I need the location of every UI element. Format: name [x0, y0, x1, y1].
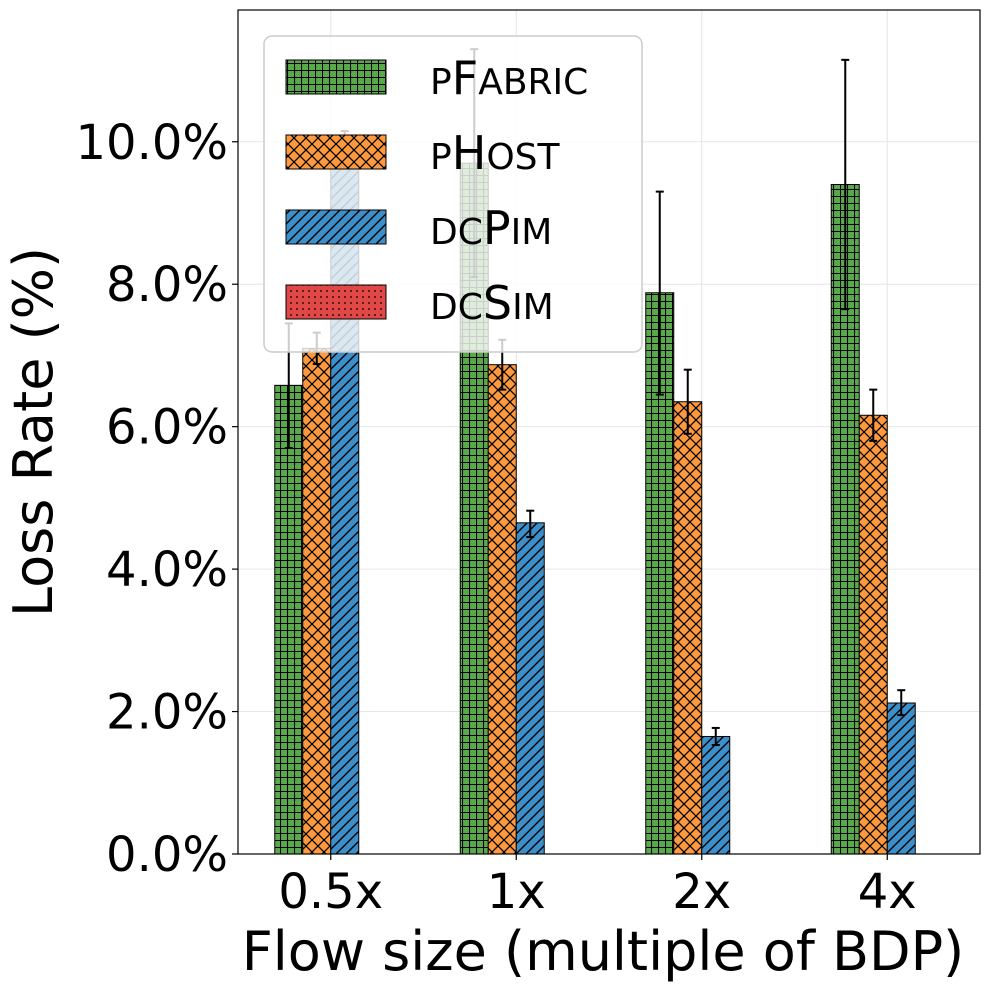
legend-swatch	[285, 209, 387, 245]
y-axis-label: Loss Rate (%)	[2, 247, 65, 617]
error-bar-phost-4x	[869, 388, 878, 442]
legend-item-dcsim: DCSIM	[285, 276, 554, 330]
x-axis-label: Flow size (multiple of BDP)	[242, 920, 965, 983]
legend-item-dcpim: DCPIM	[285, 201, 552, 255]
bar-dcpim-2x	[701, 735, 731, 855]
error-bar-dcpim-2x	[711, 726, 720, 747]
error-bar-dcpim-1x	[526, 509, 535, 539]
error-bar-dcpim-4x	[897, 689, 906, 717]
legend-item-pfabric: PFABRIC	[285, 51, 588, 105]
error-bar-pfabric-4x	[841, 58, 850, 311]
x-tick-label: 4x	[858, 864, 917, 920]
bar-pfabric-0-5x	[274, 384, 304, 855]
x-tick-label: 0.5x	[278, 864, 383, 920]
legend-item-phost: PHOST	[285, 126, 561, 180]
legend-swatch	[285, 59, 387, 95]
legend-swatch	[285, 134, 387, 170]
plot-area-frame	[237, 9, 981, 855]
legend-label: DCSIM	[430, 276, 554, 330]
legend-label: PHOST	[430, 126, 561, 180]
bar-dcpim-4x	[886, 702, 916, 855]
bar-phost-0-5x	[302, 347, 332, 855]
legend: PFABRIC PHOST DCPIM DCSIM	[263, 35, 643, 353]
y-tick-label: 2.0%	[106, 685, 228, 741]
y-tick-label: 4.0%	[106, 542, 228, 598]
legend-label: DCPIM	[430, 201, 552, 255]
bar-phost-4x	[858, 414, 888, 855]
y-tick-label: 0.0%	[106, 827, 228, 883]
bar-phost-1x	[487, 364, 517, 855]
y-tick-label: 8.0%	[106, 257, 228, 313]
y-tick-label: 10.0%	[76, 115, 228, 171]
error-bar-pfabric-2x	[655, 190, 664, 396]
error-bar-phost-2x	[683, 368, 692, 435]
x-tick-label: 1x	[487, 864, 546, 920]
y-tick-label: 6.0%	[106, 400, 228, 456]
legend-box	[263, 35, 643, 353]
x-tick-label: 2x	[672, 864, 731, 920]
legend-label: PFABRIC	[430, 51, 588, 105]
bar-phost-2x	[673, 401, 703, 855]
legend-swatch	[285, 284, 387, 320]
bar-dcpim-1x	[515, 522, 545, 855]
